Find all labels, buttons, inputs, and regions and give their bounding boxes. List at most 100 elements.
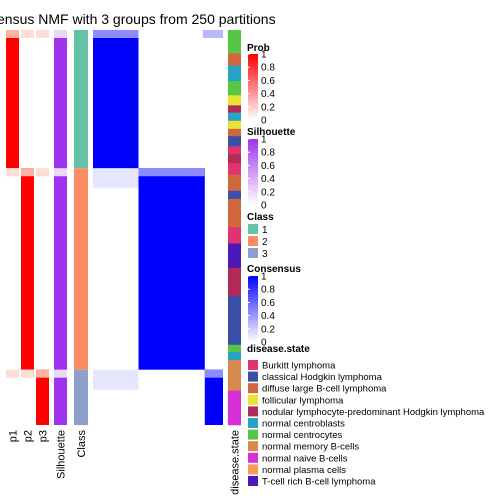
disease-state-segment [228,105,241,113]
p3-column-block-1 [36,30,49,169]
legend-disease-state-label: nodular lymphocyte-predominant Hodgkin l… [262,407,485,418]
legend-disease-state-label: T-cell rich B-cell lymphoma [262,477,376,488]
legend-silhouette-tick-label: 0.6 [261,161,275,172]
legend-disease-state-label: normal centroblasts [262,419,345,430]
legend-prob-tick-label: 1 [261,50,267,61]
legend-disease-state-label: follicular lymphoma [262,395,344,406]
consensus-block-1 [93,30,139,169]
consensus-block-edge-3 [204,369,223,378]
p2-column-strip-2 [21,168,34,177]
legend-disease-state-swatch [248,464,258,475]
disease-state-segment [228,267,241,297]
legend-disease-state-swatch [248,360,258,370]
legend-disease-state-label: normal centrocytes [262,430,343,441]
legend-class-label: 3 [262,249,268,260]
disease-state-segment [228,65,241,82]
p1-column-block-1 [6,30,19,169]
disease-state-segment [228,95,241,106]
legend-disease-state-title: disease.state [247,344,310,355]
legend-prob-tick-label: 0.4 [261,89,275,100]
p3-column-strip-2 [36,168,49,177]
legend-consensus-tick-label: 0.4 [261,311,275,322]
legend-prob-title: Prob [247,43,270,54]
legend-consensus-tick-label: 0.2 [261,324,275,335]
disease-state-segment [228,243,241,269]
p3-column-strip-3 [36,369,49,378]
legend-disease-state-swatch [248,394,258,405]
consensus-block-edge-1 [93,30,139,38]
disease-state-segment [228,163,241,175]
p2-column-block-1 [21,30,34,169]
heatmap-body [6,30,241,426]
legend-disease-state-swatch [248,406,258,417]
legend-prob-ticks: 1 0.8 0.6 0.4 0.2 0 [248,50,275,127]
chart-title: ensus NMF with 3 groups from 250 partiti… [0,11,276,27]
consensus-offdiag-1 [93,168,139,189]
legend-class-label: 2 [262,237,268,248]
legend-class-swatch [248,224,258,234]
legend-class-entries: 123 [248,224,268,260]
legend-class-title: Class [247,212,274,223]
silhouette-block-2 [54,168,67,370]
legend-silhouette-tick-label: 0.4 [261,174,275,185]
legend-disease-state-label: Burkitt lymphoma [262,361,336,372]
legend-consensus-tick-label: 0.6 [261,298,275,309]
p3-column-block-2 [36,168,49,370]
legend-disease-state-label: normal naive B-cells [262,453,348,464]
disease-state-segment [228,352,241,361]
p3-column-strip-1 [36,30,49,38]
legend-consensus-ticks: 1 0.8 0.6 0.4 0.2 0 [248,272,275,349]
column-labels: p1 p2 p3 Silhouette Class disease.state [8,430,242,495]
legend-class-swatch [248,236,258,246]
consensus-block-3 [204,369,223,425]
class-block-3 [74,369,88,425]
disease-state-segment [228,174,241,192]
legend-consensus-tick-label: 1 [261,272,267,283]
p2-column-block-3 [21,369,34,425]
p1-column-strip-3 [6,369,19,378]
legend-consensus-title: Consensus [247,264,301,275]
p1-column-block-3 [6,369,19,425]
legend-silhouette-tick-label: 0.8 [261,148,275,159]
legend-consensus-colorbar [248,276,258,342]
legend-disease-state-swatch [248,371,258,382]
silhouette-strip-2 [54,168,67,177]
disease-state-segment [228,128,241,137]
consensus-offdiag-2 [93,369,139,390]
class-block-1 [74,30,88,169]
p3-column-block-3 [36,369,49,425]
legends: Prob 1 0.8 0.6 0.4 0.2 0 Silhouette 1 0.8 0.6 0.… [247,43,485,488]
legend-disease-state-label: normal plasma cells [262,465,346,476]
legend-prob-tick-label: 0.6 [261,76,275,87]
legend-disease-state-label: classical Hodgkin lymphoma [262,372,383,383]
legend-disease-state-swatch [248,441,258,452]
legend-silhouette-tick-label: 0.2 [261,187,275,198]
legend-prob-tick-label: 0.2 [261,102,275,113]
disease-state-segment [228,296,241,346]
disease-state-segment [228,30,241,54]
disease-state-segment [228,120,241,130]
legend-disease-state-swatch [248,452,258,463]
legend-silhouette-tick-label: 1 [261,135,267,146]
column-label: p2 [23,430,35,442]
legend-silhouette-tick-label: 0 [261,201,267,212]
legend-silhouette-ticks: 1 0.8 0.6 0.4 0.2 0 [248,135,275,212]
disease-state-segment [228,146,241,155]
silhouette-block-3 [54,369,67,425]
disease-state-segment [228,190,241,200]
silhouette-strip-3 [54,369,67,378]
legend-consensus-tick-label: 0 [261,338,267,349]
disease-state-segment [228,198,241,228]
column-label: Class [76,430,88,458]
legend-disease-state-label: normal memory B-cells [262,442,359,453]
p2-column-strip-1 [21,30,34,38]
disease-state-segment [228,360,241,391]
p2-column-strip-3 [21,369,34,378]
legend-disease-state-swatch [248,418,258,428]
legend-class-swatch [248,248,258,258]
disease-state-segment [228,227,241,244]
class-block-2 [74,168,88,370]
disease-state-segment [228,136,241,147]
legend-prob-colorbar [248,54,258,120]
